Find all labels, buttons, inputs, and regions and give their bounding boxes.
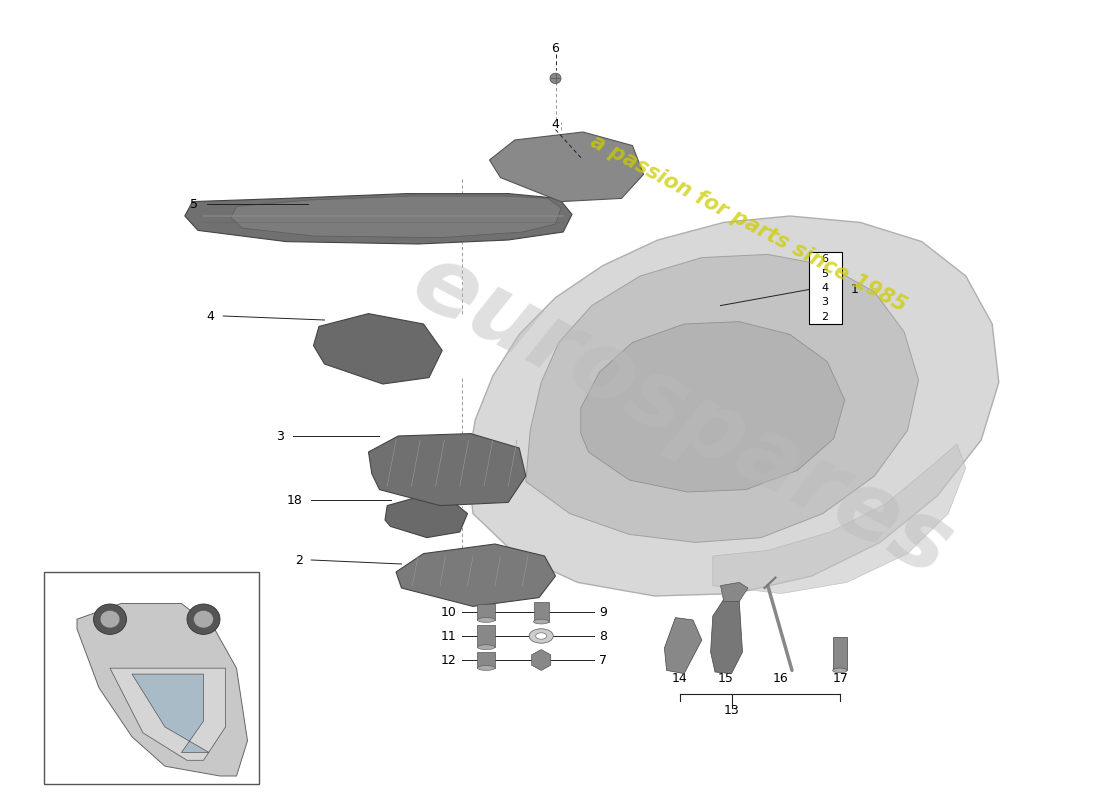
Text: 10: 10 bbox=[441, 606, 456, 618]
Polygon shape bbox=[526, 254, 918, 542]
Polygon shape bbox=[368, 434, 526, 506]
Text: 6: 6 bbox=[822, 254, 828, 264]
Bar bbox=[534, 602, 549, 622]
Text: 5: 5 bbox=[190, 198, 198, 210]
Text: 13: 13 bbox=[724, 704, 739, 717]
Text: 2: 2 bbox=[295, 554, 302, 566]
Text: 6: 6 bbox=[551, 42, 560, 54]
Text: 4: 4 bbox=[551, 118, 560, 130]
Polygon shape bbox=[720, 582, 748, 602]
Polygon shape bbox=[396, 544, 556, 606]
Text: 15: 15 bbox=[718, 672, 734, 685]
Polygon shape bbox=[77, 603, 248, 776]
Text: 9: 9 bbox=[600, 606, 607, 618]
Text: 4: 4 bbox=[207, 310, 215, 322]
Text: a passion for parts since 1985: a passion for parts since 1985 bbox=[586, 132, 910, 316]
Text: 8: 8 bbox=[600, 630, 607, 642]
Polygon shape bbox=[314, 314, 442, 384]
Bar bbox=[833, 637, 847, 670]
Polygon shape bbox=[581, 322, 845, 492]
Ellipse shape bbox=[477, 618, 495, 622]
Text: 14: 14 bbox=[672, 672, 688, 685]
Text: 3: 3 bbox=[822, 298, 828, 307]
Ellipse shape bbox=[194, 610, 213, 628]
Text: 18: 18 bbox=[287, 494, 303, 506]
Ellipse shape bbox=[94, 604, 126, 634]
Bar bbox=[477, 652, 495, 668]
Ellipse shape bbox=[550, 73, 561, 84]
Text: 4: 4 bbox=[822, 283, 828, 293]
Polygon shape bbox=[385, 498, 468, 538]
Polygon shape bbox=[711, 596, 742, 674]
Bar bbox=[808, 252, 842, 324]
Bar bbox=[477, 625, 495, 647]
Polygon shape bbox=[490, 132, 644, 202]
Text: 3: 3 bbox=[276, 430, 284, 442]
Text: 11: 11 bbox=[441, 630, 456, 642]
Text: 1: 1 bbox=[850, 283, 858, 296]
Text: 12: 12 bbox=[441, 654, 456, 666]
Polygon shape bbox=[468, 216, 999, 596]
Polygon shape bbox=[664, 618, 702, 674]
Bar bbox=[477, 604, 495, 620]
Ellipse shape bbox=[534, 619, 549, 624]
Ellipse shape bbox=[477, 666, 495, 670]
Ellipse shape bbox=[833, 668, 847, 673]
Bar bbox=[44, 572, 258, 784]
Polygon shape bbox=[231, 196, 561, 238]
Polygon shape bbox=[110, 668, 226, 760]
Ellipse shape bbox=[187, 604, 220, 634]
Text: 17: 17 bbox=[833, 672, 848, 685]
Polygon shape bbox=[132, 674, 209, 753]
Polygon shape bbox=[713, 444, 966, 594]
Ellipse shape bbox=[100, 610, 120, 628]
Text: 5: 5 bbox=[822, 269, 828, 278]
Polygon shape bbox=[185, 194, 572, 244]
Text: 2: 2 bbox=[822, 312, 828, 322]
Ellipse shape bbox=[536, 633, 547, 639]
Text: eurospares: eurospares bbox=[397, 235, 967, 597]
Polygon shape bbox=[531, 650, 551, 670]
Text: 16: 16 bbox=[773, 672, 789, 685]
Text: 7: 7 bbox=[600, 654, 607, 666]
Ellipse shape bbox=[477, 645, 495, 650]
Ellipse shape bbox=[529, 629, 553, 643]
